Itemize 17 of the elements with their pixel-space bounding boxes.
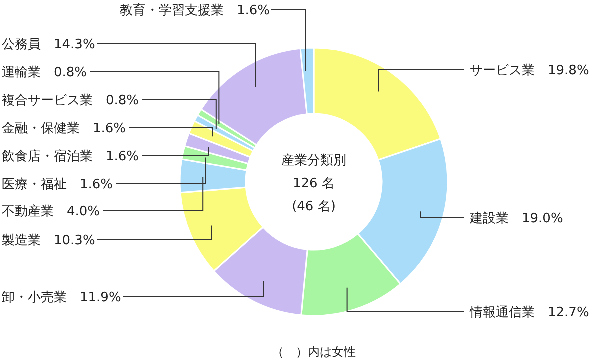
slice-label: 医療・福祉 1.6% [2,178,114,193]
slice-label: 建設業 19.0% [469,212,564,227]
text: 126 名 [293,176,335,192]
slice-label: サービス業 19.8% [470,64,590,79]
slice-label: 教育・学習支援業 1.6% [120,2,270,19]
slice-label: 公務員 14.3% [2,38,96,53]
text: （ ）内は女性 [272,345,356,360]
slice-label: 金融・保健業 1.6% [2,122,126,137]
slice-label: 情報通信業 12.7% [469,306,590,321]
slice-label: 製造業 10.3% [2,234,96,249]
slice-label: 運輸業 0.8% [2,66,88,81]
slice-label: 飲食店・宿泊業 1.6% [2,148,140,165]
slice-label: 不動産業 4.0% [2,204,100,220]
slice-label: 複合サービス業 0.8% [2,94,140,109]
slice-label: 卸・小売業 11.9% [2,290,122,306]
text: 産業分類別 [282,152,346,169]
text: (46 名) [292,200,336,215]
